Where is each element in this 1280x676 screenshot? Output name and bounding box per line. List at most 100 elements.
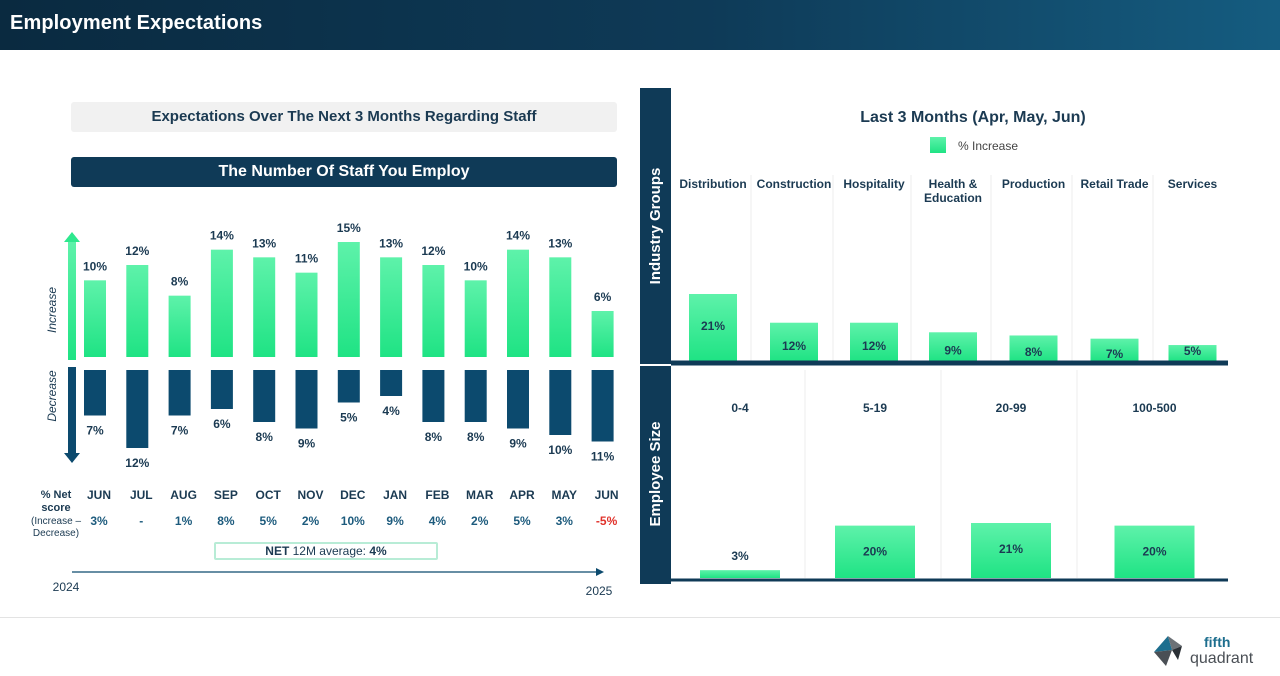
- net-average-box: NET 12M average: 4%: [214, 542, 438, 560]
- page-title: Employment Expectations: [10, 12, 263, 34]
- decrease-bar: [337, 370, 360, 403]
- size-bar: [971, 523, 1051, 578]
- size-category-label: 5-19: [863, 401, 887, 415]
- increase-bar: [422, 265, 445, 357]
- right-chart-title: Last 3 Months (Apr, May, Jun): [860, 109, 1086, 126]
- decrease-value-label: 11%: [591, 450, 615, 464]
- net-score-value: 5%: [260, 514, 278, 528]
- size-value-label: 20%: [1142, 545, 1166, 559]
- industry-groups-label: Industry Groups: [647, 168, 664, 285]
- net-score-value: 4%: [429, 514, 447, 528]
- increase-bar: [464, 280, 487, 357]
- increase-bar: [253, 257, 276, 357]
- size-category-label: 20-99: [996, 401, 1027, 415]
- decrease-bar: [591, 370, 614, 442]
- chart-subtitle: Expectations Over The Next 3 Months Rega…: [71, 102, 617, 132]
- net-score-value: 2%: [302, 514, 320, 528]
- increase-bar: [126, 265, 149, 357]
- net-score-value: 3%: [556, 514, 574, 528]
- decrease-arrow: [64, 367, 80, 463]
- month-tick-label: FEB: [425, 488, 449, 502]
- section-title: The Number Of Staff You Employ: [71, 157, 617, 187]
- industry-value-label: 7%: [1106, 347, 1124, 361]
- industry-bar: [929, 332, 977, 361]
- increase-value-label: 11%: [295, 252, 319, 266]
- footer-divider: [0, 617, 1280, 618]
- decrease-value-label: 7%: [86, 424, 104, 438]
- industry-bar: [1090, 338, 1139, 361]
- decrease-value-label: 12%: [125, 456, 149, 470]
- breakdown-charts: Industry Groups Employee Size Last 3 Mon…: [640, 88, 1228, 584]
- increase-bar: [507, 249, 529, 357]
- month-tick-label: AUG: [170, 488, 197, 502]
- industry-category-label: Hospitality: [843, 177, 905, 191]
- employee-size-label: Employee Size: [647, 421, 664, 526]
- decrease-bar: [464, 370, 487, 422]
- month-tick-label: MAY: [552, 488, 578, 502]
- size-value-label: 3%: [731, 549, 749, 563]
- industry-bar: [770, 322, 818, 361]
- increase-arrow: [64, 232, 80, 360]
- increase-axis-label: Increase: [45, 287, 59, 333]
- industry-bar: [1009, 335, 1058, 361]
- employee-size-side-panel: [640, 366, 671, 584]
- timeline-arrow: [72, 568, 604, 576]
- month-tick-label: JUL: [130, 488, 153, 502]
- net-score-value: 5%: [513, 514, 531, 528]
- avg-middle: 12M average:: [289, 544, 370, 558]
- industry-value-label: 12%: [862, 339, 886, 353]
- decrease-value-label: 9%: [298, 437, 316, 451]
- month-tick-label: NOV: [297, 488, 323, 502]
- decrease-bar: [422, 370, 445, 422]
- net-score-value: 3%: [90, 514, 108, 528]
- decrease-bar: [210, 370, 233, 409]
- decrease-bar: [168, 370, 191, 416]
- size-category-label: 100-500: [1132, 401, 1176, 415]
- month-tick-label: OCT: [256, 488, 282, 502]
- net-score-value: -: [139, 514, 143, 528]
- size-value-label: 21%: [999, 542, 1023, 556]
- net-score-value: 2%: [471, 514, 489, 528]
- decrease-value-label: 8%: [256, 430, 274, 444]
- decrease-bar: [126, 370, 149, 448]
- decrease-value-label: 9%: [509, 437, 527, 451]
- industry-category-label: Education: [924, 191, 982, 205]
- month-tick-label: DEC: [340, 488, 366, 502]
- increase-bar: [591, 311, 614, 357]
- month-tick-label: JUN: [595, 488, 619, 502]
- decrease-value-label: 4%: [382, 404, 400, 418]
- increase-value-label: 15%: [337, 221, 361, 235]
- industry-category-label: Health &: [929, 177, 978, 191]
- net-score-value: 1%: [175, 514, 193, 528]
- year-start: 2024: [53, 580, 80, 594]
- increase-value-label: 12%: [421, 244, 445, 258]
- increase-value-label: 13%: [548, 236, 572, 250]
- industry-bar: [689, 294, 737, 361]
- svg-text:fifth: fifth: [1204, 634, 1230, 650]
- decrease-value-label: 8%: [425, 430, 443, 444]
- net-label-line1: % Net: [41, 489, 72, 501]
- decrease-value-label: 7%: [171, 424, 189, 438]
- size-bar: [1114, 525, 1195, 578]
- industry-category-label: Construction: [757, 177, 832, 191]
- decrease-value-label: 6%: [213, 417, 231, 431]
- industry-category-label: Distribution: [679, 177, 746, 191]
- svg-text:quadrant: quadrant: [1190, 650, 1254, 667]
- industry-category-label: Retail Trade: [1080, 177, 1148, 191]
- net-label-line4: Decrease): [33, 528, 79, 539]
- avg-value: 4%: [369, 544, 387, 558]
- increase-bar: [168, 295, 191, 357]
- increase-value-label: 14%: [506, 229, 530, 243]
- size-value-label: 20%: [863, 545, 887, 559]
- industry-value-label: 5%: [1184, 344, 1202, 358]
- decrease-bar: [295, 370, 318, 429]
- increase-bar: [337, 242, 360, 357]
- fifth-quadrant-logo: fifth quadrant: [1154, 634, 1254, 667]
- net-score-value: 8%: [217, 514, 235, 528]
- avg-prefix: NET: [265, 544, 290, 558]
- increase-bar: [210, 249, 233, 357]
- legend-label: % Increase: [958, 139, 1018, 153]
- decrease-bar: [380, 370, 403, 396]
- net-score-value: -5%: [596, 514, 618, 528]
